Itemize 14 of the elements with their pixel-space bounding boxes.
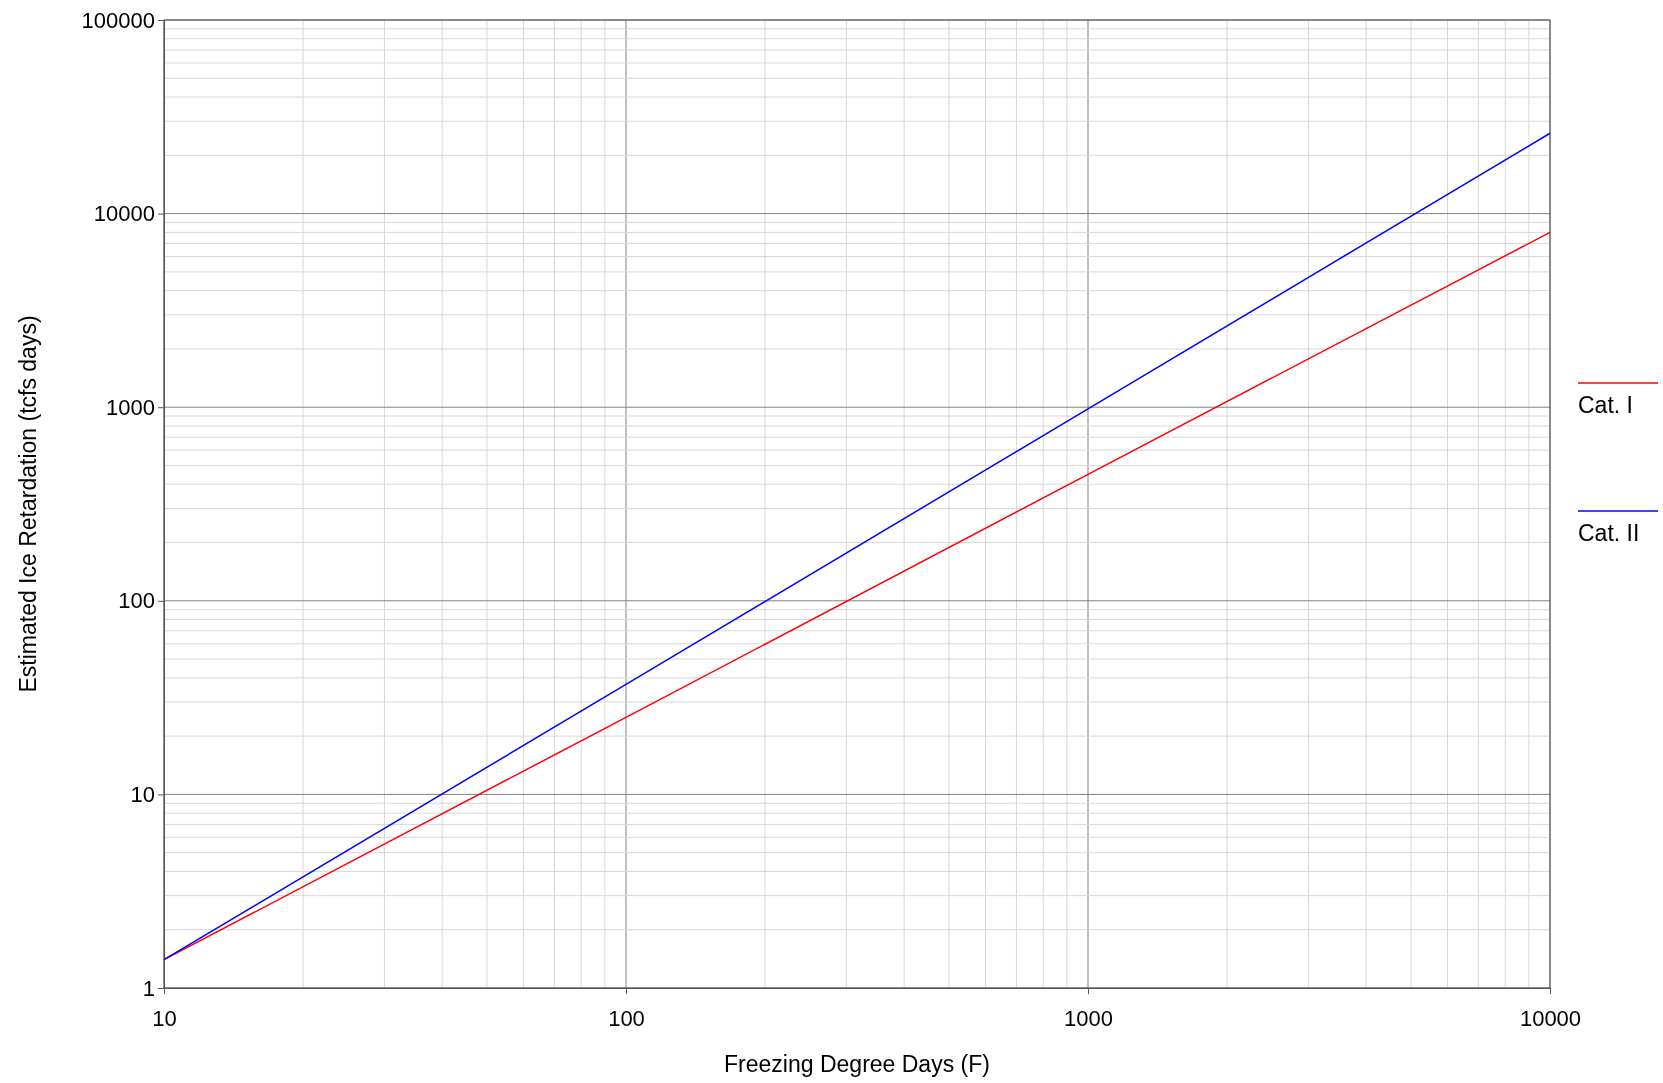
x-tick-label: 10 [152,1005,177,1031]
y-tick-label: 10000 [93,201,155,227]
x-tick-label: 100 [608,1005,645,1031]
y-tick-label: 1 [142,975,155,1001]
y-tick-label: 100 [118,588,155,614]
y-tick-label: 100000 [81,7,155,33]
y-tick-label: 1000 [106,394,155,420]
y-axis-title: Estimated Ice Retardation (tcfs days) [15,315,41,693]
x-tick-label: 1000 [1064,1005,1113,1031]
x-axis-title: Freezing Degree Days (F) [724,1051,990,1077]
legend-label: Cat. I [1578,392,1633,418]
y-tick-label: 10 [130,781,155,807]
x-tick-label: 10000 [1519,1005,1582,1031]
legend-label: Cat. II [1578,520,1640,546]
